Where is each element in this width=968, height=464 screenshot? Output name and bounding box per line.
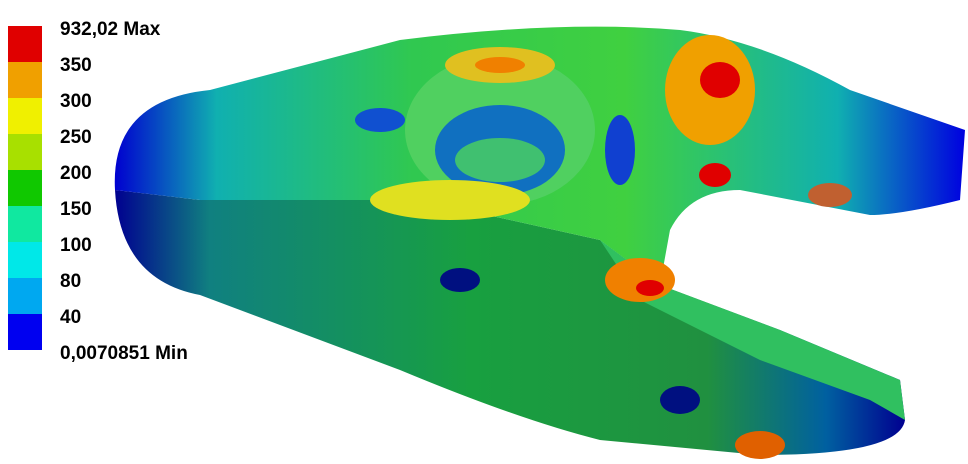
legend-swatch [8,170,42,206]
legend-label: 200 [60,163,92,184]
hotspot [735,431,785,459]
hotspot [636,280,664,296]
legend-label: 932,02 Max [60,19,161,40]
legend-swatch [8,62,42,98]
hotspot [475,57,525,73]
legend-swatch [8,314,42,350]
low-zone [605,115,635,185]
model [115,27,965,459]
legend-swatch [8,206,42,242]
legend-label: 100 [60,235,92,256]
legend-label: 300 [60,91,92,112]
legend-label: 250 [60,127,92,148]
legend-swatch [8,242,42,278]
legend-label: 350 [60,55,92,76]
legend-label: 40 [60,307,81,328]
legend-label: 80 [60,271,81,292]
front-face [115,190,905,455]
low-zone [440,268,480,292]
legend-label: 0,0070851 Min [60,343,188,364]
hotspot [808,183,852,207]
legend-swatch [8,98,42,134]
hole-inner [455,138,545,182]
legend-swatch [8,134,42,170]
low-zone [660,386,700,414]
low-zone [355,108,405,132]
page: 932,02 Max 350 300 250 200 150 100 80 40 0,007085… [0,0,968,464]
hotspot [605,258,675,302]
legend-label: 150 [60,199,92,220]
hotspot [700,62,740,98]
legend-swatch [8,278,42,314]
hotspot [370,180,530,220]
hotspot [699,163,731,187]
viewport: 932,02 Max 350 300 250 200 150 100 80 40 0,007085… [0,0,968,464]
legend-swatch [8,26,42,62]
